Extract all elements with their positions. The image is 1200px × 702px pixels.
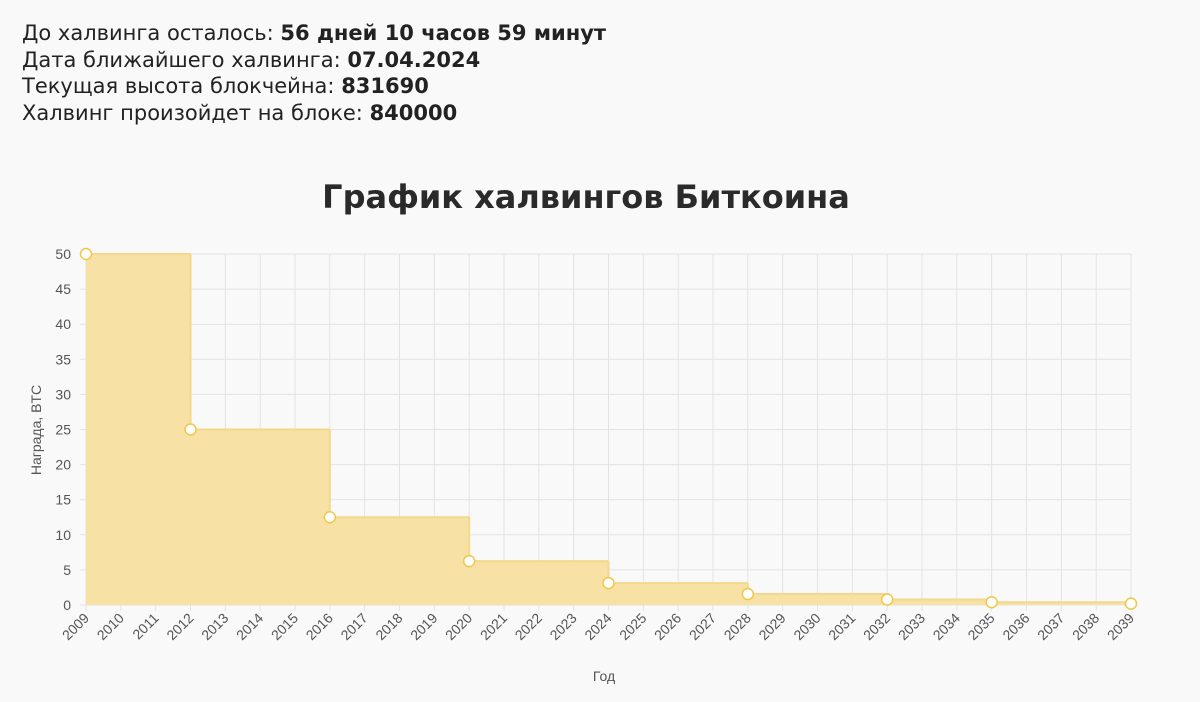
x-tick-label: 2012 xyxy=(163,610,196,643)
chart-area-series xyxy=(86,253,1132,605)
reward-step-area xyxy=(608,583,748,605)
y-tick-label: 0 xyxy=(63,597,71,613)
x-tick-label: 2034 xyxy=(930,610,963,643)
halving-point[interactable] xyxy=(462,554,476,568)
x-axis-ticks: 2009 2010 2011 2012 2013 2014 2015 2016 2017 2018… xyxy=(59,610,1137,643)
halving-point[interactable] xyxy=(741,587,755,601)
y-tick-label: 20 xyxy=(55,457,71,473)
countdown-label: До халвинга осталось: xyxy=(22,21,281,45)
x-tick-label: 2038 xyxy=(1069,610,1102,643)
x-tick-label: 2033 xyxy=(895,610,928,643)
x-tick-label: 2039 xyxy=(1104,610,1137,643)
halving-point[interactable] xyxy=(880,593,894,606)
halving-date-value: 07.04.2024 xyxy=(347,47,481,72)
y-tick-label: 35 xyxy=(55,351,71,367)
chart-points xyxy=(79,247,1138,610)
halving-point[interactable] xyxy=(184,423,197,436)
halving-point[interactable] xyxy=(79,247,93,261)
halving-point[interactable] xyxy=(602,576,615,590)
halving-date-label: Дата ближайшего халвинга: xyxy=(22,47,348,72)
chart-title: График халвингов Биткоина xyxy=(322,178,850,216)
block-height-label: Текущая высота блокчейна: xyxy=(22,74,342,98)
x-tick-label: 2016 xyxy=(303,610,336,643)
x-tick-label: 2014 xyxy=(233,610,266,643)
x-axis-label: Год xyxy=(593,668,615,684)
x-tick-label: 2018 xyxy=(372,610,405,643)
x-tick-label: 2013 xyxy=(198,610,231,643)
x-tick-label: 2010 xyxy=(94,610,127,643)
x-tick-label: 2028 xyxy=(721,610,754,643)
x-tick-label: 2025 xyxy=(616,610,649,643)
x-tick-label: 2009 xyxy=(59,610,92,643)
x-tick-label: 2037 xyxy=(1034,610,1067,643)
halving-point[interactable] xyxy=(985,596,998,609)
y-tick-label: 45 xyxy=(55,281,71,297)
y-tick-label: 30 xyxy=(55,386,71,402)
y-tick-label: 10 xyxy=(55,527,71,543)
countdown-value: 56 дней 10 часов 59 минут xyxy=(280,21,607,45)
y-tick-label: 40 xyxy=(55,316,71,332)
y-axis-ticks: 0 5 10 15 20 25 30 35 40 45 50 xyxy=(55,246,71,613)
y-tick-label: 5 xyxy=(63,562,71,578)
reward-step-area xyxy=(991,602,1131,605)
x-tick-label: 2032 xyxy=(860,610,893,643)
reward-step-area xyxy=(329,517,470,605)
halving-date-row: Дата ближайшего халвинга: 07.04.2024 xyxy=(22,47,606,74)
block-height-value: 831690 xyxy=(341,74,429,98)
x-tick-label: 2030 xyxy=(790,610,823,643)
countdown-row: До халвинга осталось: 56 дней 10 часов 5… xyxy=(22,20,606,47)
x-tick-label: 2017 xyxy=(337,610,370,643)
x-tick-label: 2020 xyxy=(442,610,475,643)
halving-block-row: Халвинг произойдет на блоке: 840000 xyxy=(22,100,606,127)
x-tick-label: 2029 xyxy=(755,610,788,643)
y-tick-label: 50 xyxy=(55,246,71,262)
y-tick-label: 25 xyxy=(55,422,71,438)
reward-step-area xyxy=(469,561,609,605)
x-tick-label: 2024 xyxy=(581,610,614,643)
halving-info: До халвинга осталось: 56 дней 10 часов 5… xyxy=(22,20,606,126)
reward-step-area xyxy=(190,429,330,605)
x-tick-label: 2031 xyxy=(825,610,858,643)
x-tick-label: 2036 xyxy=(999,610,1032,643)
reward-step-area xyxy=(86,254,191,605)
x-tick-label: 2015 xyxy=(268,610,301,643)
x-tick-label: 2011 xyxy=(129,610,162,643)
x-tick-label: 2021 xyxy=(477,610,510,643)
x-tick-label: 2035 xyxy=(964,610,997,643)
halving-point[interactable] xyxy=(1124,597,1138,610)
x-tick-label: 2026 xyxy=(651,610,684,643)
x-tick-label: 2023 xyxy=(546,610,579,643)
y-tick-label: 15 xyxy=(55,492,71,508)
x-tick-label: 2019 xyxy=(407,610,440,643)
halving-block-label: Халвинг произойдет на блоке: xyxy=(22,100,370,125)
block-height-row: Текущая высота блокчейна: 831690 xyxy=(22,73,606,100)
reward-step-area xyxy=(747,594,888,605)
reward-step-area xyxy=(887,599,992,605)
y-axis-label: Награда, BTC xyxy=(28,385,44,475)
halving-block-value: 840000 xyxy=(369,100,458,125)
x-tick-label: 2022 xyxy=(512,610,545,643)
x-tick-label: 2027 xyxy=(686,610,719,643)
halving-point[interactable] xyxy=(323,511,337,524)
